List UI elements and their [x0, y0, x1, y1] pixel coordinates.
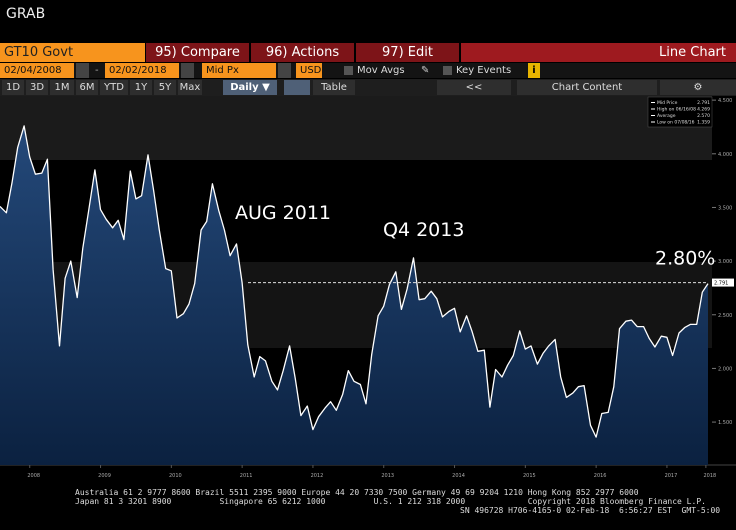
security-field[interactable]: GT10 Govt	[0, 43, 145, 62]
legend-label: Average	[657, 113, 676, 119]
date-separator: -	[95, 65, 99, 76]
period-button[interactable]: 1Y	[130, 80, 152, 95]
line-style-icon[interactable]	[284, 80, 310, 95]
period-button[interactable]: 1M	[50, 80, 74, 95]
field-select[interactable]: Mid Px	[202, 63, 276, 78]
footer-line: SN 496728 H706-4165-0 02-Feb-18 6:56:27 …	[460, 506, 721, 515]
x-tick-label: 2015	[523, 473, 536, 479]
y-tick-label: 2.000	[718, 366, 732, 372]
frequency-select[interactable]: Daily ▼	[223, 80, 277, 95]
calendar-icon[interactable]	[181, 63, 194, 78]
mov-avgs-option[interactable]: Mov Avgs	[357, 65, 405, 76]
x-axis-strip	[0, 465, 736, 484]
currency-select[interactable]: USD	[296, 63, 322, 78]
y-tick-label: 2.500	[718, 313, 732, 319]
legend-value: 1.359	[697, 120, 710, 126]
last-value-label: 2.791	[714, 281, 728, 287]
x-tick-label: 2018	[704, 473, 717, 479]
legend-box	[647, 96, 713, 128]
compare-button[interactable]: 95) Compare	[146, 43, 249, 62]
x-tick-label: 2010	[169, 473, 182, 479]
x-tick-label: 2012	[311, 473, 324, 479]
x-tick-label: 2014	[452, 473, 465, 479]
footer-line: Australia 61 2 9777 8600 Brazil 5511 239…	[75, 488, 639, 497]
period-button[interactable]: 3D	[26, 80, 48, 95]
dropdown-icon[interactable]	[278, 63, 291, 78]
legend-label: Low on 07/08/16	[657, 120, 695, 126]
key-events-option[interactable]: Key Events	[456, 65, 512, 76]
period-button[interactable]: 5Y	[154, 80, 176, 95]
period-button[interactable]: Max	[178, 80, 202, 95]
calendar-icon[interactable]	[76, 63, 89, 78]
frequency-label: Daily	[230, 82, 259, 93]
footer: Australia 61 2 9777 8600 Brazil 5511 239…	[75, 488, 720, 515]
legend-value: 2.570	[697, 113, 710, 119]
period-button[interactable]: YTD	[100, 80, 128, 95]
legend-value: 2.791	[697, 100, 710, 106]
legend-value: 4.269	[697, 107, 710, 113]
series-area	[0, 125, 708, 466]
series-line	[0, 125, 709, 438]
y-tick-label: 1.500	[718, 420, 732, 426]
checkbox[interactable]	[344, 66, 353, 75]
actions-button[interactable]: 96) Actions	[251, 43, 354, 62]
legend-label: High on 06/16/08	[657, 107, 696, 113]
y-tick-label: 3.000	[718, 259, 732, 265]
last-value-box	[712, 278, 734, 287]
x-tick-label: 2017	[665, 473, 678, 479]
chart-type-label[interactable]: Line Chart	[461, 43, 736, 62]
pencil-icon[interactable]: ✎	[421, 65, 430, 76]
plot-band	[0, 96, 712, 160]
period-button[interactable]: 6M	[76, 80, 98, 95]
checkbox[interactable]	[443, 66, 452, 75]
y-tick-label: 4.000	[718, 152, 732, 158]
chart-content-button[interactable]: Chart Content	[517, 80, 657, 95]
chart: 1.500 2.000 2.500 3.000 3.500 4.000 4.500 2008 2…	[0, 96, 736, 484]
y-tick-label: 3.500	[718, 205, 732, 211]
y-tick-label: 4.500	[718, 98, 732, 104]
end-date[interactable]: 02/02/2018	[105, 63, 179, 78]
x-tick-label: 2009	[98, 473, 111, 479]
window-title: GRAB	[6, 6, 46, 22]
x-tick-label: 2008	[27, 473, 40, 479]
legend-label: Mid Price	[657, 100, 678, 106]
annotation: AUG 2011	[235, 202, 331, 224]
edit-button[interactable]: 97) Edit	[356, 43, 459, 62]
period-button[interactable]: 1D	[2, 80, 24, 95]
table-button[interactable]: Table	[313, 80, 355, 95]
start-date[interactable]: 02/04/2008	[0, 63, 74, 78]
info-icon[interactable]: i	[528, 63, 540, 78]
x-tick-label: 2013	[381, 473, 394, 479]
footer-line: Japan 81 3 3201 8900 Singapore 65 6212 1…	[75, 497, 706, 506]
back-button[interactable]: <<	[437, 80, 511, 95]
reference-label: 2.80%	[655, 248, 715, 270]
settings-button[interactable]: ⚙	[660, 80, 736, 95]
x-tick-label: 2016	[594, 473, 607, 479]
x-tick-label: 2011	[240, 473, 253, 479]
annotation: Q4 2013	[383, 219, 464, 241]
